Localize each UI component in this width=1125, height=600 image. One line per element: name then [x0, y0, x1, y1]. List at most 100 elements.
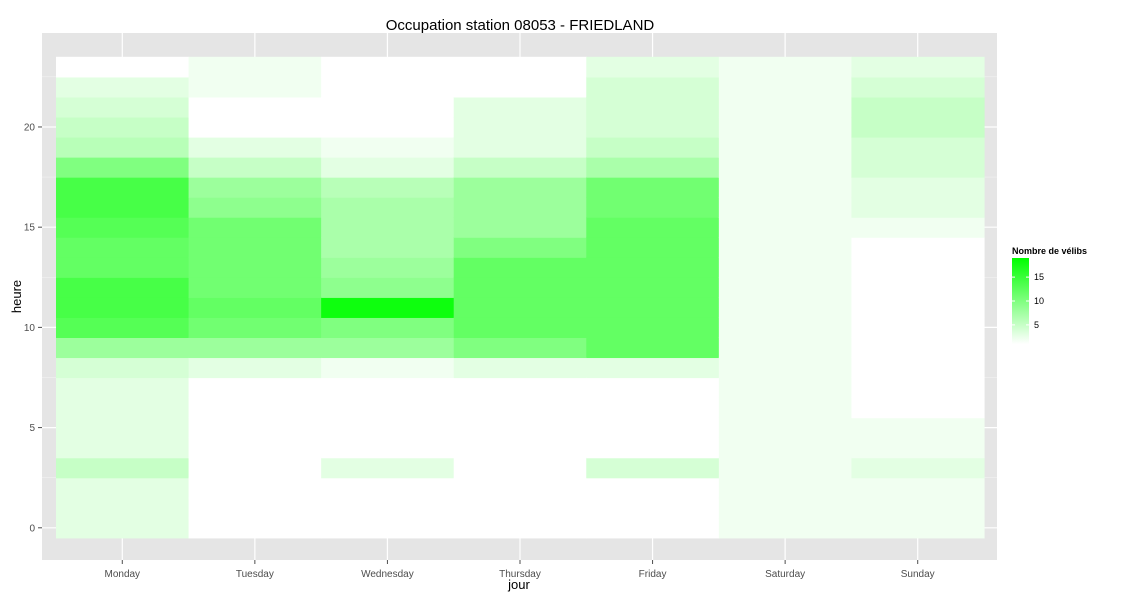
heatmap-tile [188, 116, 322, 138]
heatmap-tile [718, 497, 853, 519]
y-tick-label: 0 [29, 523, 35, 534]
heatmap-tile [586, 237, 720, 258]
heatmap-tile [321, 76, 455, 98]
heatmap-tile [851, 136, 985, 158]
heatmap-tile [851, 497, 985, 519]
heatmap-tile [586, 477, 720, 499]
heatmap-tile [718, 217, 853, 238]
heatmap-tile [851, 217, 985, 238]
x-tick-label: Friday [639, 569, 667, 580]
heatmap-tile [718, 297, 853, 318]
heatmap-tile [851, 56, 985, 78]
heatmap-tile [188, 297, 322, 318]
heatmap-tile [586, 257, 720, 278]
heatmap-tile [321, 217, 455, 238]
heatmap-tile [321, 417, 455, 439]
heatmap-tile [586, 517, 720, 539]
heatmap-tile [56, 457, 190, 479]
heatmap-tile [188, 437, 322, 459]
heatmap-tile [718, 136, 853, 158]
heatmap-tile [188, 197, 322, 218]
heatmap-tile [188, 377, 322, 399]
heatmap-tile [56, 477, 190, 499]
heatmap-tile [586, 497, 720, 519]
heatmap-tile [188, 477, 322, 499]
heatmap-tile [56, 497, 190, 519]
heatmap-tile [56, 217, 190, 238]
heatmap-tile [851, 417, 985, 439]
heatmap-tile [718, 257, 853, 278]
x-tick-label: Wednesday [361, 569, 414, 580]
heatmap-tile [321, 517, 455, 539]
heatmap-tile [586, 177, 720, 198]
heatmap-tile [851, 477, 985, 499]
heatmap-tile [188, 497, 322, 519]
heatmap-tile [851, 317, 985, 338]
heatmap-tile [56, 337, 190, 359]
heatmap-tile [453, 136, 587, 158]
heatmap-tile [586, 217, 720, 238]
legend-tick-label: 10 [1034, 296, 1044, 306]
heatmap-tile [718, 116, 853, 138]
x-tick-label: Monday [104, 569, 140, 580]
heatmap-tile [586, 277, 720, 298]
heatmap-tile [453, 116, 587, 138]
heatmap-tile [56, 437, 190, 459]
x-axis-title: jour [507, 577, 530, 592]
heatmap-tile [851, 76, 985, 98]
heatmap-tile [321, 157, 455, 178]
heatmap-tile [453, 177, 587, 198]
heatmap-tile [188, 457, 322, 479]
heatmap-tile [453, 497, 587, 519]
heatmap-tile [586, 56, 720, 78]
heatmap-tile [586, 116, 720, 138]
heatmap-tile [56, 237, 190, 258]
heatmap-tile [188, 56, 322, 78]
heatmap-tile [453, 377, 587, 399]
heatmap-tile [56, 377, 190, 399]
heatmap-tile [718, 197, 853, 218]
heatmap-tile [453, 237, 587, 258]
heatmap-tile [718, 417, 853, 439]
heatmap-tile [851, 457, 985, 479]
heatmap-tile [56, 96, 190, 118]
x-axis-ticks: Monday Tuesday Wednesday Thursday Friday Satu… [104, 560, 935, 580]
x-tick-label: Sunday [901, 569, 935, 580]
heatmap-tile [321, 237, 455, 258]
y-tick-label: 15 [24, 223, 36, 234]
heatmap-tile [586, 437, 720, 459]
heatmap-tile [586, 417, 720, 439]
y-tick-label: 20 [24, 122, 36, 133]
heatmap-tile [56, 517, 190, 539]
heatmap-tile [718, 56, 853, 78]
heatmap-tile [56, 257, 190, 278]
heatmap-tile [453, 417, 587, 439]
legend-ticks: 5 10 15 [1012, 272, 1044, 330]
heatmap-tile [321, 397, 455, 419]
x-tick-label: Tuesday [236, 569, 274, 580]
heatmap-tile [453, 56, 587, 78]
heatmap-tile [321, 197, 455, 218]
heatmap-tile [188, 517, 322, 539]
heatmap-tile [188, 177, 322, 198]
heatmap-tile [718, 237, 853, 258]
heatmap-tile [188, 136, 322, 158]
heatmap-tile [586, 457, 720, 479]
heatmap-tile [453, 157, 587, 178]
heatmap-tile [851, 157, 985, 178]
heatmap-tile [586, 197, 720, 218]
heatmap-tile [56, 317, 190, 338]
heatmap-tile [56, 76, 190, 98]
x-tick-label: Thursday [499, 569, 541, 580]
heatmap-tile [188, 217, 322, 238]
heatmap-tile [321, 377, 455, 399]
heatmap-tile [453, 197, 587, 218]
heatmap-tile [321, 497, 455, 519]
heatmap-tile [586, 317, 720, 338]
heatmap-tile [586, 157, 720, 178]
heatmap-tile [188, 397, 322, 419]
heatmap-tile [718, 96, 853, 118]
heatmap-tile [586, 377, 720, 399]
heatmap-tile [188, 317, 322, 338]
